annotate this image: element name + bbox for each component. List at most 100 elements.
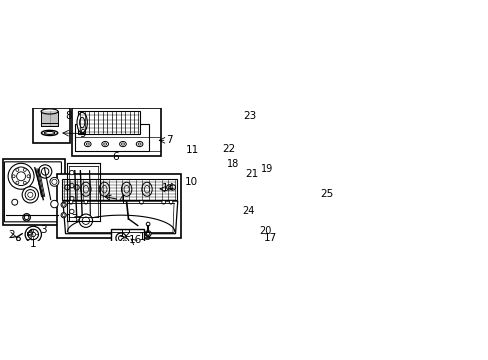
Bar	[260, 159, 286, 190]
Ellipse shape	[258, 133, 283, 138]
Bar	[237, 111, 290, 153]
Circle shape	[16, 181, 19, 184]
Text: 11: 11	[185, 145, 199, 156]
Circle shape	[162, 201, 165, 204]
Ellipse shape	[99, 182, 109, 196]
Ellipse shape	[202, 126, 205, 130]
Circle shape	[74, 185, 79, 190]
Circle shape	[62, 214, 65, 217]
Circle shape	[17, 172, 25, 181]
Bar	[257, 202, 263, 212]
Circle shape	[16, 168, 19, 171]
Ellipse shape	[226, 165, 237, 175]
Circle shape	[31, 232, 36, 237]
Circle shape	[146, 232, 149, 235]
Circle shape	[69, 209, 74, 214]
Ellipse shape	[258, 115, 283, 119]
Circle shape	[282, 193, 304, 215]
Text: 5: 5	[25, 231, 32, 242]
Circle shape	[50, 177, 59, 186]
FancyBboxPatch shape	[269, 176, 316, 231]
Circle shape	[25, 226, 41, 243]
Circle shape	[62, 203, 65, 206]
Ellipse shape	[258, 131, 283, 135]
Circle shape	[69, 196, 74, 201]
Ellipse shape	[121, 182, 132, 196]
Ellipse shape	[259, 143, 282, 146]
Circle shape	[41, 168, 49, 175]
Text: 24: 24	[242, 207, 254, 216]
Text: 3: 3	[40, 225, 46, 235]
Circle shape	[61, 212, 66, 218]
Ellipse shape	[120, 141, 126, 147]
Ellipse shape	[258, 128, 283, 132]
Circle shape	[276, 188, 309, 221]
FancyBboxPatch shape	[4, 162, 61, 222]
Bar	[41, 123, 58, 126]
Polygon shape	[222, 163, 317, 235]
Ellipse shape	[86, 143, 89, 145]
Bar	[265, 196, 281, 199]
Ellipse shape	[121, 143, 124, 145]
Ellipse shape	[41, 130, 58, 135]
Bar	[41, 112, 59, 126]
Circle shape	[12, 167, 30, 185]
Circle shape	[170, 185, 175, 190]
Circle shape	[61, 202, 66, 207]
Polygon shape	[75, 125, 148, 152]
Circle shape	[22, 186, 39, 203]
Bar	[78, 112, 139, 134]
Ellipse shape	[144, 185, 149, 193]
Ellipse shape	[256, 135, 285, 141]
Ellipse shape	[200, 125, 206, 132]
Text: 14: 14	[161, 184, 174, 193]
Circle shape	[79, 214, 92, 228]
Text: 25: 25	[319, 189, 333, 199]
Ellipse shape	[243, 170, 254, 178]
Ellipse shape	[102, 141, 108, 147]
Circle shape	[27, 175, 30, 178]
Circle shape	[12, 175, 15, 178]
Ellipse shape	[41, 109, 58, 114]
Ellipse shape	[83, 185, 88, 193]
Bar	[218, 159, 318, 238]
Ellipse shape	[136, 141, 142, 147]
Circle shape	[28, 229, 39, 240]
Ellipse shape	[138, 143, 141, 145]
Text: 15: 15	[138, 233, 151, 242]
Text: 13: 13	[66, 214, 80, 224]
Ellipse shape	[142, 182, 152, 196]
Ellipse shape	[44, 131, 55, 134]
Ellipse shape	[122, 240, 126, 244]
Text: 7: 7	[165, 135, 172, 145]
Bar	[61, 179, 176, 201]
Text: 9: 9	[80, 129, 86, 139]
Ellipse shape	[124, 185, 129, 193]
Circle shape	[8, 163, 34, 189]
Circle shape	[28, 192, 33, 197]
Circle shape	[82, 217, 89, 224]
Circle shape	[287, 198, 298, 210]
Text: 23: 23	[243, 111, 256, 121]
Ellipse shape	[121, 238, 129, 246]
Ellipse shape	[246, 172, 251, 176]
Circle shape	[23, 181, 26, 184]
Circle shape	[52, 179, 57, 184]
Circle shape	[145, 231, 151, 237]
Text: 17: 17	[263, 233, 276, 243]
Circle shape	[139, 201, 143, 204]
Ellipse shape	[322, 201, 330, 213]
Text: 1: 1	[30, 239, 37, 249]
Bar	[111, 229, 143, 247]
Bar	[2, 159, 64, 225]
Circle shape	[23, 168, 26, 171]
Bar	[226, 169, 278, 210]
Text: 8: 8	[65, 111, 71, 121]
Ellipse shape	[255, 142, 285, 147]
Ellipse shape	[102, 185, 107, 193]
Circle shape	[200, 113, 206, 119]
Ellipse shape	[260, 136, 281, 140]
Circle shape	[69, 183, 74, 188]
Text: 20: 20	[259, 226, 271, 236]
Circle shape	[64, 185, 70, 190]
